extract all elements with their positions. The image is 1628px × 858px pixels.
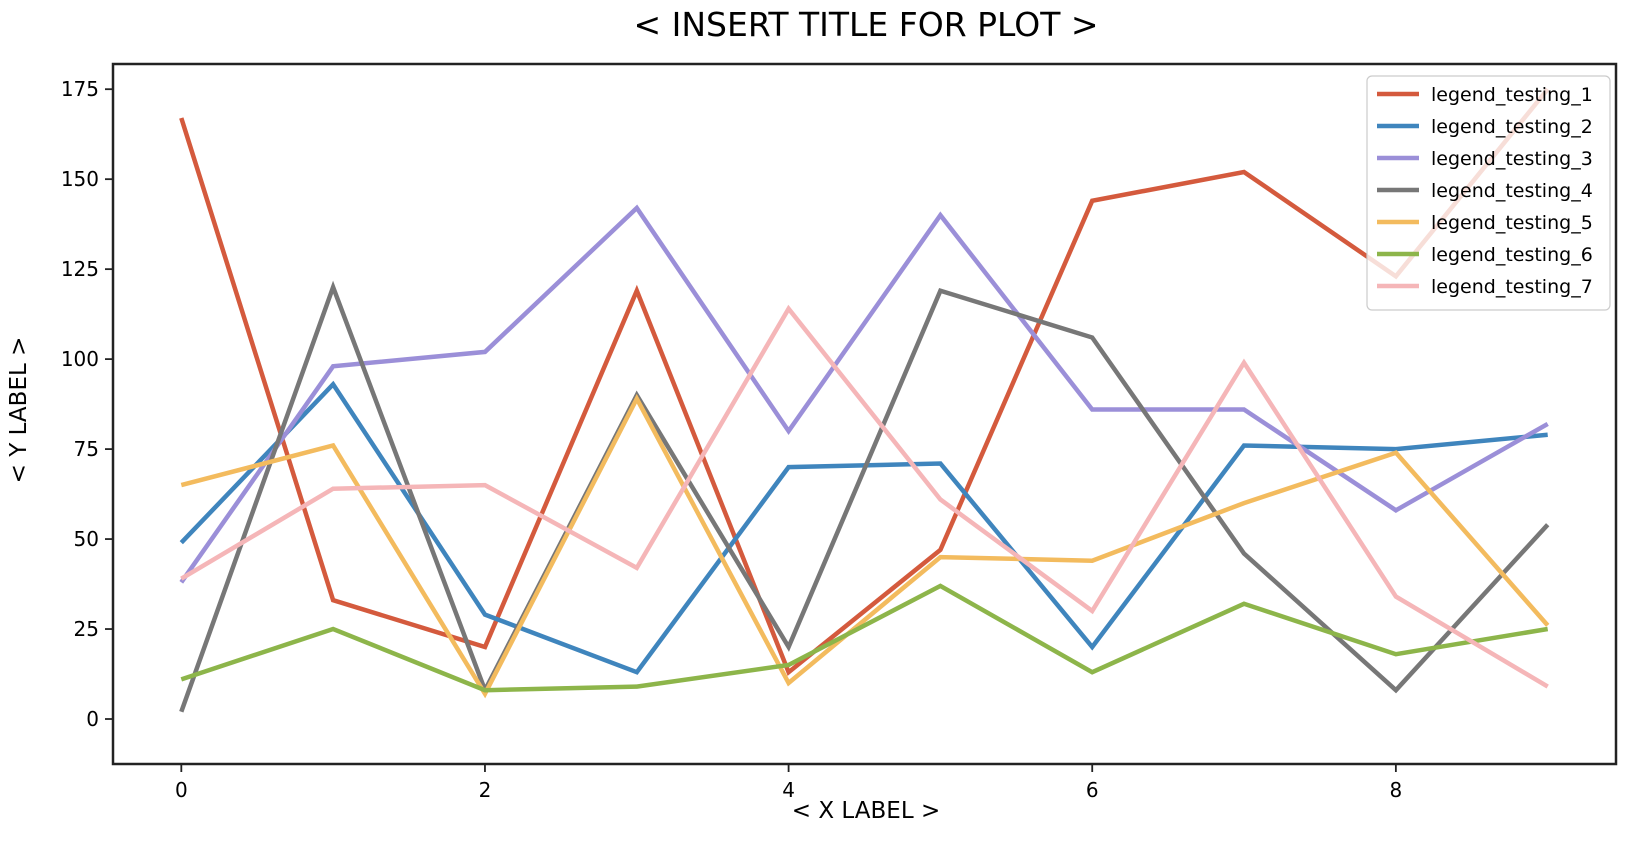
series-line-1 [179, 87, 1550, 676]
legend-entry-label: legend_testing_1 [1431, 84, 1593, 106]
legend: legend_testing_1 legend_testing_2 legend_t… [1366, 75, 1611, 311]
x-tick-label: 4 [782, 778, 795, 802]
y-tick-label: 25 [74, 617, 99, 641]
legend-entry-label: legend_testing_7 [1431, 276, 1593, 298]
axes: 0 25 50 75 100 125 150 175 0 2 4 6 8 [61, 62, 1618, 802]
plot-area [179, 87, 1550, 713]
y-tick-label: 100 [61, 347, 99, 371]
legend-entry-label: legend_testing_5 [1431, 212, 1593, 234]
x-tick-label: 6 [1086, 778, 1099, 802]
y-axis-label: < Y LABEL > [6, 337, 32, 484]
legend-entry-label: legend_testing_4 [1431, 180, 1593, 202]
x-axis-label: < X LABEL > [792, 798, 940, 824]
y-tick-label: 50 [74, 527, 99, 551]
plot-frame [111, 62, 1618, 766]
x-tick-label: 8 [1389, 778, 1402, 802]
x-tick-label: 2 [479, 778, 492, 802]
y-tick-label: 75 [74, 437, 99, 461]
series-line-3 [179, 204, 1549, 584]
legend-entry-label: legend_testing_2 [1431, 116, 1593, 138]
x-tick-label: 0 [175, 778, 188, 802]
y-tick-label: 175 [61, 77, 99, 101]
y-tick-label: 0 [86, 707, 99, 731]
legend-frame [1366, 75, 1611, 311]
y-tick-label: 150 [61, 167, 99, 191]
legend-entry-label: legend_testing_6 [1431, 244, 1593, 266]
legend-entry-label: legend_testing_3 [1431, 148, 1593, 170]
series-line-6 [180, 583, 1549, 693]
chart-title: < INSERT TITLE FOR PLOT > [633, 5, 1098, 44]
y-tick-label: 125 [61, 257, 99, 281]
series-line-7 [180, 304, 1549, 689]
